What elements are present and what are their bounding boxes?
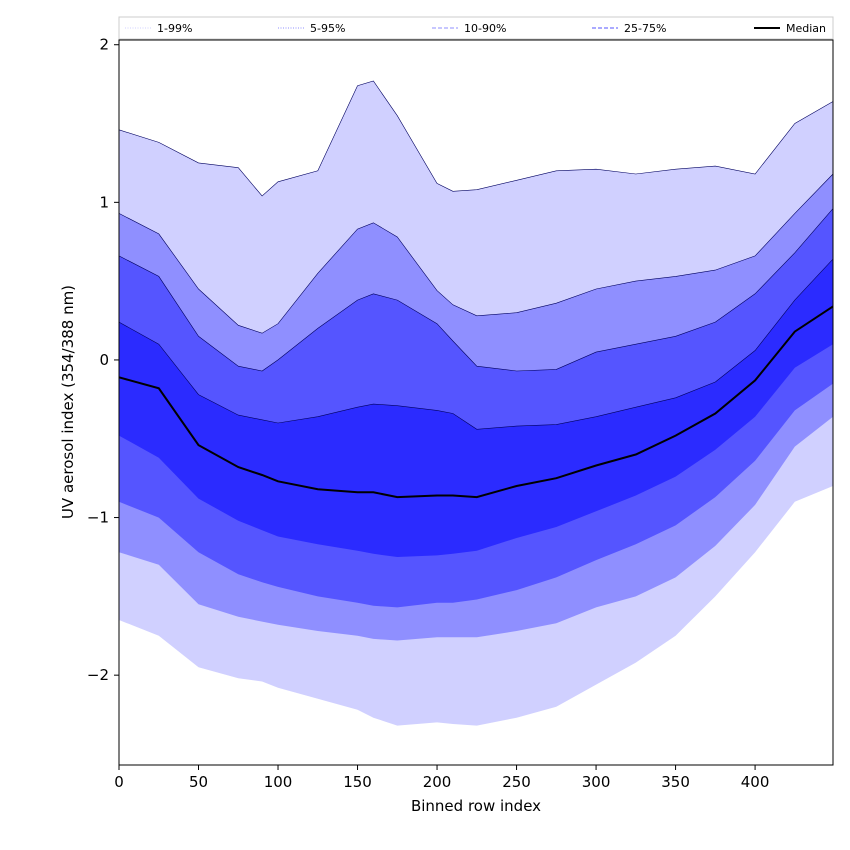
legend-label-5-95%: 5-95% — [310, 22, 345, 35]
plot-frame — [118, 39, 834, 766]
legend: 1-99% 5-95% 10-90% 25-75% Median — [118, 16, 834, 40]
x-tick-label-0: 0 — [114, 773, 124, 791]
x-tick-label-400: 400 — [741, 773, 770, 791]
x-tick-label-350: 350 — [661, 773, 690, 791]
y-tick-label-1: 1 — [99, 193, 109, 211]
band-upper-edge-10-90% — [118, 208, 834, 372]
band-upper-edge-1-99% — [118, 80, 834, 197]
legend-label-1-99%: 1-99% — [157, 22, 192, 35]
x-tick-label-50: 50 — [189, 773, 208, 791]
legend-label-25-75%: 25-75% — [624, 22, 666, 35]
y-tick-label-0: 0 — [99, 351, 109, 369]
band-upper-edge-25-75% — [118, 258, 834, 430]
median-layer — [118, 305, 834, 499]
x-tick-label-100: 100 — [264, 773, 293, 791]
x-axis: 0 50 100 150 200 250 300 350 400 — [114, 765, 769, 791]
y-tick-label-2: 2 — [99, 36, 109, 54]
y-axis: −2 −1 0 1 2 — [87, 36, 119, 684]
median-line — [118, 305, 834, 499]
legend-box — [118, 16, 834, 40]
x-tick-label-150: 150 — [343, 773, 372, 791]
y-tick-label--1: −1 — [87, 509, 109, 527]
y-axis-label: UV aerosol index (354/388 nm) — [59, 285, 77, 519]
bands-layer — [118, 80, 834, 726]
x-axis-label: Binned row index — [411, 797, 541, 815]
x-tick-label-200: 200 — [423, 773, 452, 791]
legend-label-10-90%: 10-90% — [464, 22, 506, 35]
band-25-75% — [119, 259, 833, 557]
x-tick-label-250: 250 — [502, 773, 531, 791]
band-upper-edge-5-95% — [118, 173, 834, 334]
legend-label-Median: Median — [786, 22, 826, 35]
x-tick-label-300: 300 — [582, 773, 611, 791]
y-tick-label--2: −2 — [87, 666, 109, 684]
